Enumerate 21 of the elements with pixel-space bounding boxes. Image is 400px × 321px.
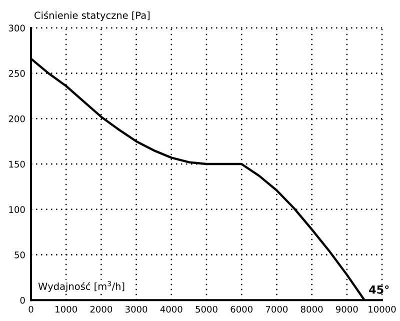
x-tick-label: 8000 (300, 306, 323, 313)
x-tick-label: 4000 (160, 306, 182, 313)
x-tick-label: 1000 (56, 306, 77, 313)
y-tick-label: 150 (9, 160, 25, 168)
x-tick-label: 10000 (368, 306, 396, 313)
x-axis-title: Wydajność [m$^{3}$/h] (38, 281, 124, 292)
y-tick-label: 250 (8, 70, 25, 77)
y-tick-label: 50 (14, 251, 25, 258)
series-label: 45° (369, 285, 389, 294)
x-tick-label: 5000 (196, 306, 218, 313)
y-tick-label: 0 (20, 296, 25, 304)
x-tick-label: 3000 (126, 306, 148, 313)
y-axis-title: Ciśnienie statyczne [Pa] (34, 11, 150, 21)
x-tick-label: 9000 (336, 306, 358, 313)
x-tick-label: 2000 (90, 306, 112, 313)
y-tick-label: 300 (8, 24, 25, 32)
x-tick-label: 7000 (266, 306, 288, 313)
x-tick-label: 0 (28, 306, 34, 313)
x-tick-label: 6000 (230, 306, 252, 313)
y-tick-label: 200 (8, 115, 25, 122)
y-tick-label: 100 (9, 206, 25, 213)
